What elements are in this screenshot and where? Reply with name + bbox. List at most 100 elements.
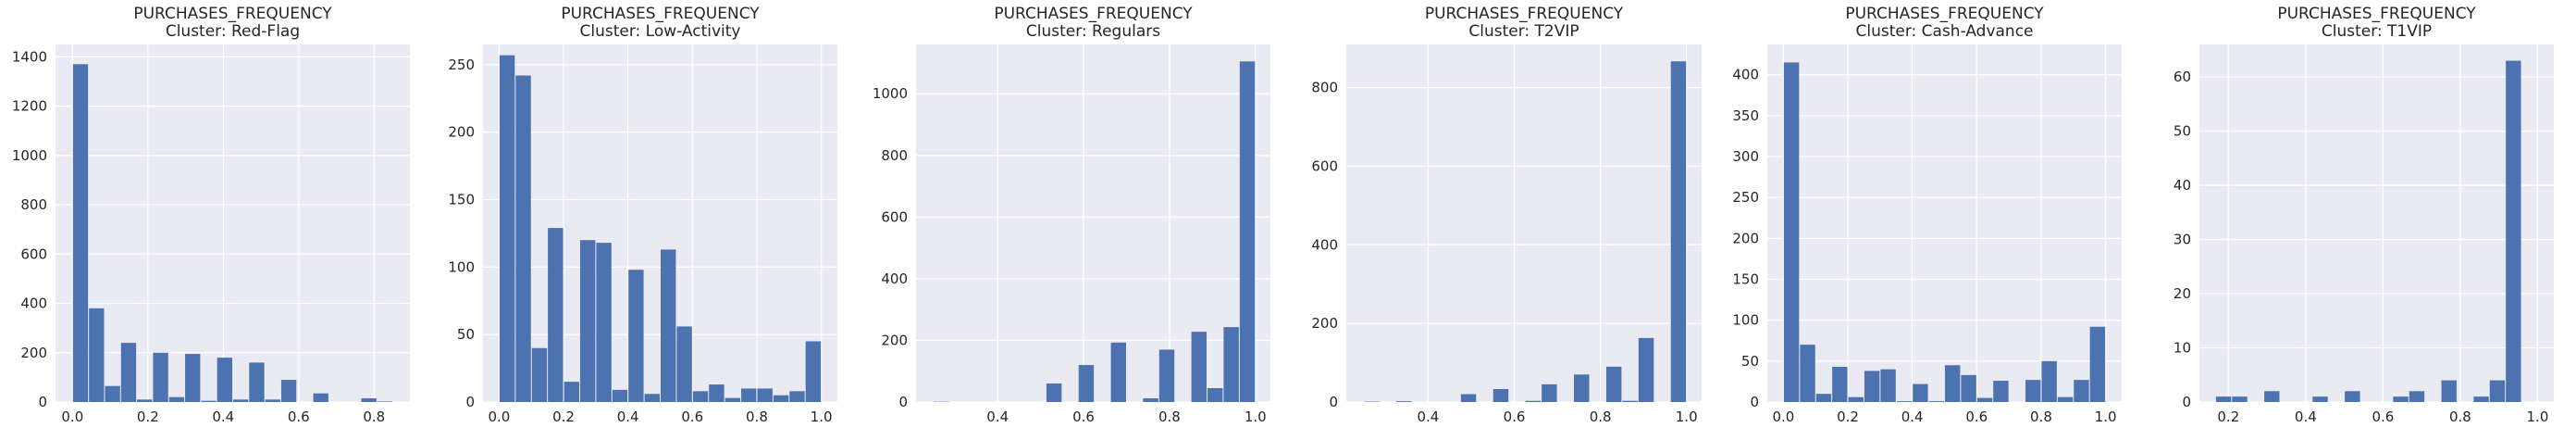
y-tick-label: 60 xyxy=(2174,69,2191,85)
histogram-bar xyxy=(1961,374,1976,402)
y-tick-label: 1000 xyxy=(12,147,47,164)
histogram-bar xyxy=(249,362,265,402)
y-tick-label: 200 xyxy=(448,124,475,141)
y-tick-label: 600 xyxy=(881,208,908,225)
x-tick-label: 0.2 xyxy=(137,409,159,425)
histogram-bar xyxy=(137,399,153,402)
histogram-bar xyxy=(499,55,515,402)
y-tick-label: 50 xyxy=(1741,353,1759,370)
histogram-bar xyxy=(233,399,249,402)
histogram-bar xyxy=(773,395,789,402)
histogram-bar xyxy=(1525,400,1542,402)
histogram-bar xyxy=(377,401,393,402)
x-tick-label: 0.4 xyxy=(1418,409,1440,425)
histogram-bar xyxy=(2441,380,2457,402)
histogram-bar xyxy=(564,382,579,402)
histogram-bar xyxy=(2473,396,2489,402)
histogram-bar xyxy=(2345,391,2360,402)
histogram-bar xyxy=(741,388,757,402)
y-tick-label: 10 xyxy=(2174,340,2191,357)
y-tick-label: 800 xyxy=(881,147,908,164)
y-tick-label: 800 xyxy=(20,196,47,213)
chart-subtitle: Cluster: T1VIP xyxy=(2322,22,2432,41)
histogram-bar xyxy=(789,391,805,402)
x-tick-label: 0.0 xyxy=(488,409,510,425)
plot-area xyxy=(1767,44,2122,402)
histogram-bar xyxy=(72,64,89,402)
chart-title: PURCHASES_FREQUENCY xyxy=(561,5,760,23)
histogram-bar xyxy=(2041,360,2057,402)
histogram-bar xyxy=(1864,371,1880,402)
y-tick-label: 1000 xyxy=(873,85,908,102)
histogram-bar xyxy=(2393,396,2409,402)
histogram-bar xyxy=(185,354,201,402)
x-tick-label: 1.0 xyxy=(1245,409,1267,425)
histogram-bar xyxy=(1605,366,1622,402)
y-tick-label: 200 xyxy=(1732,230,1759,246)
histogram-bar xyxy=(2232,396,2248,402)
x-tick-label: 0.2 xyxy=(2217,409,2239,425)
x-tick-label: 0.0 xyxy=(1772,409,1794,425)
histogram-bar xyxy=(1574,374,1590,402)
histogram-bar xyxy=(724,397,741,402)
histogram-bar xyxy=(168,396,185,402)
x-tick-label: 1.0 xyxy=(2527,409,2549,425)
chart-subtitle: Cluster: Red-Flag xyxy=(166,22,300,41)
y-tick-label: 300 xyxy=(1732,148,1759,165)
histogram-bar xyxy=(805,341,822,402)
chart-title: PURCHASES_FREQUENCY xyxy=(2277,5,2476,23)
chart-title: PURCHASES_FREQUENCY xyxy=(1425,5,1624,23)
y-tick-label: 0 xyxy=(38,394,47,410)
histogram-bar xyxy=(676,326,692,402)
x-tick-label: 0.4 xyxy=(212,409,234,425)
x-tick-label: 1.0 xyxy=(1676,409,1698,425)
x-tick-label: 0.0 xyxy=(61,409,83,425)
x-tick-label: 0.6 xyxy=(1965,409,1988,425)
y-tick-label: 50 xyxy=(457,326,475,343)
x-tick-label: 0.6 xyxy=(288,409,310,425)
histogram-bar xyxy=(1492,389,1509,402)
histogram-bar xyxy=(1848,396,1864,402)
histogram-bar xyxy=(515,75,531,402)
x-tick-label: 0.8 xyxy=(363,409,385,425)
x-tick-label: 0.4 xyxy=(1901,409,1924,425)
histogram-bar xyxy=(313,393,328,402)
histogram-bar xyxy=(1158,349,1175,402)
histogram-bar xyxy=(1928,401,1944,402)
histogram-bar xyxy=(1460,394,1477,402)
chart-panel: 0.4 0.6 0.8 1.0 0 200 400 600 800 1000 PURCHASES_F… xyxy=(873,5,1270,425)
y-tick-label: 400 xyxy=(881,270,908,287)
histogram-bar xyxy=(1208,388,1223,402)
y-tick-label: 400 xyxy=(1732,67,1759,83)
histogram-bar xyxy=(548,228,564,402)
histogram-bar xyxy=(217,358,232,402)
histogram-bar xyxy=(1993,381,2009,402)
histogram-bar xyxy=(2215,396,2232,402)
histogram-bar xyxy=(579,240,596,402)
histogram-bar xyxy=(1046,383,1062,402)
histogram-bar xyxy=(1191,332,1208,402)
histogram-bar xyxy=(1815,394,1832,402)
y-tick-label: 200 xyxy=(20,345,47,361)
x-tick-label: 0.4 xyxy=(986,409,1009,425)
histogram-bar xyxy=(2312,396,2328,402)
histogram-bar xyxy=(1945,365,1961,402)
plot-area xyxy=(2199,44,2554,402)
x-tick-label: 0.8 xyxy=(1590,409,1612,425)
chart-title: PURCHASES_FREQUENCY xyxy=(1845,5,2044,23)
y-tick-label: 1200 xyxy=(12,98,47,115)
y-tick-label: 800 xyxy=(1311,80,1338,96)
histogram-bar xyxy=(596,243,612,402)
y-tick-label: 250 xyxy=(1732,189,1759,206)
x-tick-label: 0.2 xyxy=(1837,409,1859,425)
y-tick-label: 600 xyxy=(20,245,47,262)
y-tick-label: 400 xyxy=(1311,236,1338,253)
chart-panel: 0.4 0.6 0.8 1.0 0 200 400 600 800 PURCHASES_FREQU… xyxy=(1311,5,1702,425)
chart-subtitle: Cluster: Cash-Advance xyxy=(1855,22,2033,41)
histogram-bar xyxy=(153,352,168,402)
x-tick-label: 0.8 xyxy=(1158,409,1181,425)
x-tick-label: 0.6 xyxy=(681,409,703,425)
plot-area xyxy=(483,44,837,402)
x-tick-label: 0.6 xyxy=(1504,409,1526,425)
y-tick-label: 100 xyxy=(1732,312,1759,329)
